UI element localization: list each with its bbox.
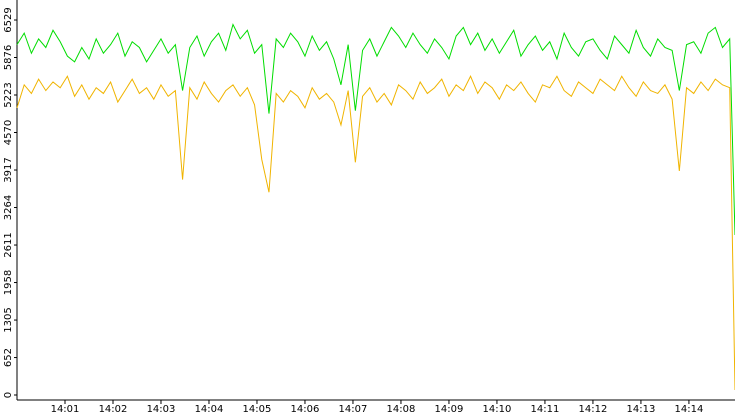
y-tick-label: 1958 — [3, 270, 14, 295]
y-tick-label: 5876 — [3, 45, 14, 70]
x-tick-label: 14:06 — [291, 404, 320, 415]
x-tick-label: 14:11 — [531, 404, 560, 415]
x-tick-label: 14:07 — [339, 404, 368, 415]
x-tick-label: 14:01 — [51, 404, 80, 415]
line-series — [16, 23, 735, 235]
x-tick-label: 14:12 — [579, 404, 608, 415]
x-tick-label: 14:03 — [147, 404, 176, 415]
y-tick-label: 3917 — [3, 157, 14, 182]
x-tick-label: 14:05 — [243, 404, 272, 415]
y-tick-label: 4570 — [3, 120, 14, 145]
y-tick-label: 3264 — [3, 195, 14, 220]
x-tick-label: 14:02 — [99, 404, 128, 415]
y-tick-label: 652 — [3, 348, 14, 367]
y-tick-label: 0 — [3, 392, 14, 398]
x-tick-label: 14:10 — [483, 404, 512, 415]
x-tick-label: 14:13 — [627, 404, 656, 415]
y-tick-label: 5223 — [3, 82, 14, 107]
y-tick-label: 6529 — [3, 7, 14, 32]
y-tick-label: 1305 — [3, 307, 14, 332]
x-tick-label: 14:08 — [387, 404, 416, 415]
x-tick-label: 14:14 — [675, 404, 704, 415]
y-tick-label: 2611 — [3, 232, 14, 257]
line-series — [16, 75, 735, 391]
x-tick-label: 14:04 — [195, 404, 224, 415]
x-tick-label: 14:09 — [435, 404, 464, 415]
